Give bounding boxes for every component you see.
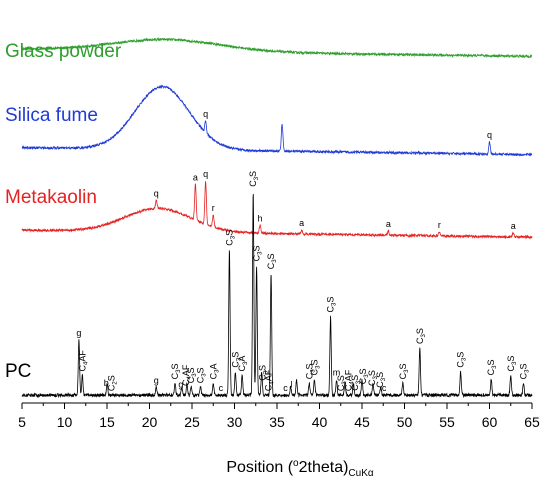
- peak-label-pc-5: C3S: [170, 364, 182, 380]
- x-tick-label-45: 45: [354, 414, 370, 430]
- peak-label-metakaolin-0: q: [154, 189, 159, 199]
- series-line-silica-fume: [21, 84, 533, 157]
- peak-label-pc-22: C3S: [304, 363, 316, 379]
- peak-label-pc-28: C3S: [350, 375, 362, 391]
- peak-label-metakaolin-2: q: [203, 169, 208, 179]
- x-tick-label-25: 25: [184, 414, 200, 430]
- series-line-glass-powder: [21, 37, 533, 59]
- series-label-layer: Glass powder Silica fume Metakaolin PC: [5, 41, 122, 382]
- series-line-metakaolin: [21, 181, 533, 240]
- peak-label-pc-6: g: [178, 380, 183, 390]
- peak-label-pc-4: g: [154, 375, 159, 385]
- series-layer: [21, 37, 533, 399]
- peak-label-pc-17: C3S: [258, 365, 270, 381]
- peak-label-pc-2: b: [104, 378, 109, 388]
- x-axis-title: Position (o2theta)CuKα: [226, 458, 374, 479]
- x-tick-label-20: 20: [142, 414, 158, 430]
- peak-label-pc-1: C4AF: [77, 350, 89, 372]
- series-line-pc: [21, 193, 533, 399]
- peak-label-pc-31: C3S: [375, 372, 387, 388]
- peak-label-pc-20: c: [283, 383, 288, 393]
- peak-label-pc-21: l: [291, 380, 293, 390]
- peak-label-pc-15: C3S: [248, 171, 260, 187]
- series-label-metakaolin: Metakaolin: [5, 187, 97, 208]
- x-tick-label-65: 65: [524, 414, 540, 430]
- peak-label-metakaolin-5: a: [299, 218, 304, 228]
- peak-label-pc-24: C3S: [326, 297, 338, 313]
- peak-label-pc-26: C3S: [336, 375, 348, 391]
- peak-label-pc-10: C3A: [208, 364, 220, 380]
- peak-label-pc-23: C3S: [309, 360, 321, 376]
- x-tick-label-35: 35: [269, 414, 285, 430]
- peak-label-pc-0: g: [76, 328, 81, 338]
- x-tick-label-10: 10: [57, 414, 73, 430]
- peak-label-pc-16: C3S: [252, 246, 264, 262]
- peak-label-pc-12: C3S: [224, 230, 236, 246]
- peak-label-metakaolin-4: h: [257, 213, 262, 223]
- x-tick-label-55: 55: [439, 414, 455, 430]
- peak-label-pc-18: C4AF: [264, 369, 276, 391]
- peak-label-pc-3: C2S: [106, 375, 118, 391]
- peak-label-metakaolin-1: a: [193, 173, 198, 183]
- peak-label-pc-30: C3S: [367, 370, 379, 386]
- peak-label-pc-14: C3A: [237, 356, 249, 372]
- peak-label-pc-7: C4AF: [181, 364, 193, 386]
- peak-label-metakaolin-6: a: [386, 219, 391, 229]
- peak-label-pc-36: C3S: [486, 360, 498, 376]
- x-tick-label-15: 15: [99, 414, 115, 430]
- peak-label-metakaolin-3: r: [212, 203, 215, 213]
- series-label-glass-powder: Glass powder: [5, 41, 122, 62]
- series-label-silica-fume: Silica fume: [5, 105, 98, 126]
- peak-label-pc-34: C3S: [415, 328, 427, 344]
- x-axis: 5 10 15 20 25 30 35 40 45 50 55 60 65: [18, 402, 540, 430]
- x-tick-label-40: 40: [312, 414, 328, 430]
- peak-label-silica-fume-1: q: [487, 130, 492, 140]
- x-tick-label-60: 60: [482, 414, 498, 430]
- x-tick-label-50: 50: [397, 414, 413, 430]
- x-tick-label-30: 30: [227, 414, 243, 430]
- peak-label-metakaolin-8: a: [511, 221, 516, 231]
- peak-label-pc-8: C3S: [186, 367, 198, 383]
- peak-label-pc-11: c: [219, 383, 224, 393]
- x-tick-label-5: 5: [18, 414, 26, 430]
- peak-label-pc-38: C3S: [519, 364, 531, 380]
- peak-label-metakaolin-7: r: [438, 220, 441, 230]
- peak-label-pc-33: C3S: [398, 364, 410, 380]
- peak-label-pc-29: C3S: [358, 368, 370, 384]
- peak-label-silica-fume-0: q: [203, 109, 208, 119]
- peak-label-pc-27: C4AF: [343, 369, 355, 391]
- peak-label-pc-19: C3S: [266, 253, 278, 269]
- peak-label-pc-37: C3S: [506, 356, 518, 372]
- peak-label-pc-35: C3S: [456, 352, 468, 368]
- peak-label-pc-13: C3S: [230, 352, 242, 368]
- peak-label-pc-32: c: [382, 383, 387, 393]
- peak-label-pc-25: m: [333, 367, 341, 377]
- peak-label-pc-9: C3S: [196, 367, 208, 383]
- series-label-pc: PC: [5, 361, 31, 382]
